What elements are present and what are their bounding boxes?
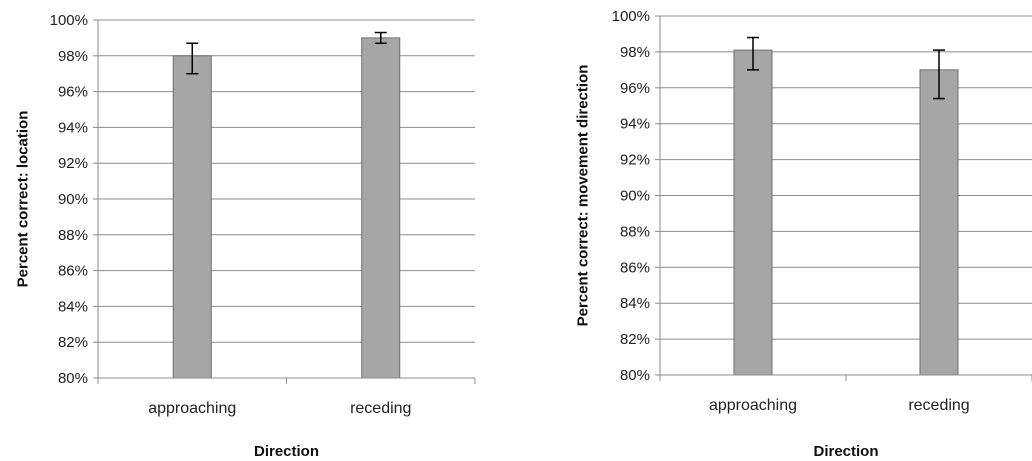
y-tick-label: 94% (620, 116, 650, 133)
y-tick-label: 82% (58, 334, 88, 351)
y-tick-label: 100% (50, 12, 88, 29)
y-tick-label: 96% (620, 80, 650, 97)
y-tick-labels: 80% 82% 84% 86% 88% 90% 92% 94% 96% 98% 100% (50, 12, 88, 387)
error-bar-approaching (747, 36, 759, 71)
y-tick-label: 88% (58, 227, 88, 244)
y-tick-label: 80% (58, 370, 88, 387)
y-tick-label: 86% (58, 263, 88, 280)
y-tick-label: 92% (58, 155, 88, 172)
axes (655, 15, 1032, 381)
error-bar-receding (933, 49, 945, 100)
bars (733, 36, 959, 376)
bar-receding (361, 37, 401, 379)
y-tick-label: 90% (620, 188, 650, 205)
x-category-label: approaching (709, 397, 797, 414)
y-axis-title: Percent correct: movement direction (574, 65, 591, 327)
y-tick-label: 96% (58, 84, 88, 101)
x-category-labels: approaching receding (148, 400, 411, 417)
y-tick-label: 98% (58, 48, 88, 65)
location-chart: 80% 82% 84% 86% 88% 90% 92% 94% 96% 98% 100% appro… (14, 12, 476, 460)
y-axis-title: Percent correct: location (14, 111, 31, 288)
y-tick-label: 88% (620, 223, 650, 240)
bar-approaching (733, 49, 773, 376)
y-tick-label: 86% (620, 259, 650, 276)
error-bar-approaching (186, 42, 199, 75)
x-axis-title: Direction (254, 443, 319, 460)
x-category-label: receding (350, 400, 411, 417)
movement-direction-chart: 80% 82% 84% 86% 88% 90% 92% 94% 96% 98% 100% appro… (574, 8, 1032, 460)
y-tick-label: 84% (58, 298, 88, 315)
bar-receding (919, 69, 959, 376)
error-bar-receding (374, 31, 387, 45)
y-tick-label: 90% (58, 191, 88, 208)
gridlines (98, 19, 475, 343)
y-tick-label: 92% (620, 152, 650, 169)
x-axis-title: Direction (813, 443, 878, 460)
y-tick-label: 94% (58, 119, 88, 136)
y-tick-labels: 80% 82% 84% 86% 88% 90% 92% 94% 96% 98% 100% (612, 8, 650, 384)
bar-approaching (172, 55, 212, 379)
y-tick-label: 84% (620, 295, 650, 312)
axes (93, 19, 476, 384)
y-tick-label: 80% (620, 367, 650, 384)
x-category-label: receding (908, 397, 969, 414)
gridlines (660, 15, 1032, 340)
y-tick-label: 100% (612, 8, 650, 25)
y-tick-label: 82% (620, 331, 650, 348)
bars (172, 31, 401, 379)
x-category-labels: approaching receding (709, 397, 970, 414)
x-category-label: approaching (148, 400, 236, 417)
y-tick-label: 98% (620, 44, 650, 61)
